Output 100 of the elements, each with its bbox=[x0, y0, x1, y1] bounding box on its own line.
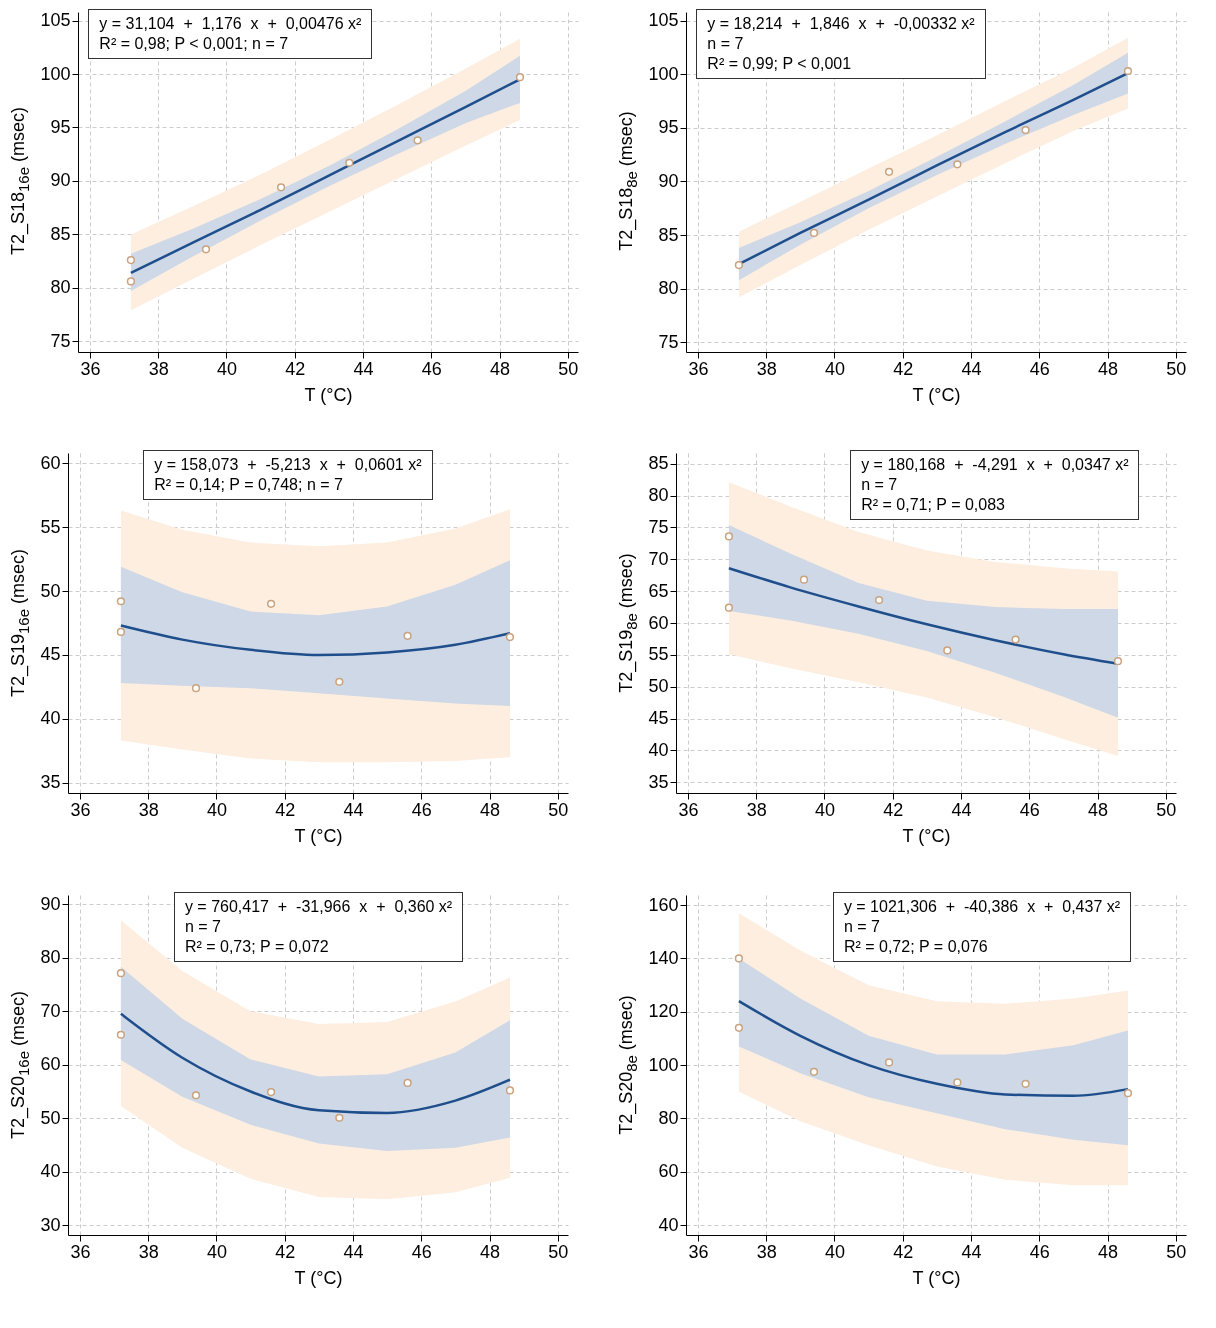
point bbox=[276, 183, 286, 192]
point bbox=[116, 1030, 126, 1039]
x-tick-label: 44 bbox=[951, 799, 972, 820]
point bbox=[116, 627, 126, 637]
point bbox=[116, 597, 126, 606]
x-tick-label: 38 bbox=[756, 358, 777, 379]
point bbox=[116, 969, 126, 978]
y-tick-label: 80 bbox=[658, 1107, 679, 1128]
point bbox=[335, 1113, 344, 1122]
point bbox=[884, 1058, 894, 1067]
y-tick-label: 40 bbox=[648, 739, 669, 760]
y-tick-label: 85 bbox=[648, 453, 669, 474]
x-tick-label: 50 bbox=[548, 1241, 569, 1262]
y-tick-label: 95 bbox=[658, 117, 679, 138]
y-tick-label: 40 bbox=[40, 708, 61, 729]
y-tick-label: 90 bbox=[658, 170, 679, 191]
y-tick-label: 160 bbox=[648, 894, 679, 915]
x-tick-label: 50 bbox=[548, 799, 569, 820]
y-tick-label: 45 bbox=[40, 644, 61, 665]
annotation: n = 7 bbox=[861, 475, 899, 495]
x-axis-title: T (°C) bbox=[912, 1267, 961, 1288]
point bbox=[266, 1087, 276, 1097]
x-tick-label: 50 bbox=[1156, 799, 1177, 820]
annotation: y = 760,417 + -31,966 x + 0,360 x² bbox=[184, 897, 453, 917]
x-tick-label: 42 bbox=[275, 799, 296, 820]
point bbox=[1021, 125, 1030, 135]
x-axis-title: T (°C) bbox=[294, 825, 343, 846]
point bbox=[515, 73, 525, 82]
equation-box: y = 180,168 + -4,291 x + 0,0347 x² n = 7 R² = 0,71; P = 0,083 bbox=[850, 450, 1140, 520]
point bbox=[884, 167, 894, 176]
x-tick-label: 42 bbox=[285, 358, 306, 379]
x-tick-label: 40 bbox=[206, 799, 227, 820]
point bbox=[505, 1086, 515, 1095]
point bbox=[953, 160, 962, 169]
x-tick-label: 50 bbox=[1166, 1241, 1187, 1262]
x-tick-label: 36 bbox=[688, 358, 709, 379]
y-tick-label: 75 bbox=[648, 516, 669, 537]
y-tick-label: 80 bbox=[658, 278, 679, 299]
y-tick-label: 100 bbox=[648, 1054, 679, 1075]
x-tick-label: 48 bbox=[489, 358, 511, 379]
point bbox=[874, 595, 884, 605]
point bbox=[734, 954, 744, 963]
x-tick-label: 46 bbox=[411, 799, 432, 820]
y-tick-label: 30 bbox=[40, 1214, 61, 1235]
x-axis-title: T (°C) bbox=[294, 1267, 343, 1288]
y-tick-label: 60 bbox=[40, 1054, 61, 1075]
annotation: R² = 0,71; P = 0,083 bbox=[861, 495, 1006, 515]
y-tick-label: 85 bbox=[50, 223, 71, 244]
x-tick-label: 42 bbox=[893, 358, 914, 379]
x-tick-label: 46 bbox=[1029, 358, 1050, 379]
x-tick-label: 50 bbox=[1166, 358, 1187, 379]
equation-box: y = 18,214 + 1,846 x + -0,00332 x² n = 7 R² = 0,99; P < 0,001 bbox=[696, 9, 986, 79]
y-tick-label: 35 bbox=[648, 771, 669, 792]
point bbox=[403, 1078, 412, 1088]
y-tick-label: 90 bbox=[50, 170, 71, 191]
point bbox=[191, 684, 201, 693]
y-tick-label: 60 bbox=[658, 1161, 679, 1182]
equation-box: y = 1021,306 + -40,386 x + 0,437 x² n = 7 R² = 0,72; P = 0,076 bbox=[832, 892, 1132, 962]
x-tick-label: 40 bbox=[206, 1241, 227, 1262]
x-tick-label: 44 bbox=[353, 358, 374, 379]
point bbox=[1123, 1089, 1133, 1098]
point bbox=[799, 575, 809, 584]
x-tick-label: 44 bbox=[961, 358, 982, 379]
y-tick-label: 75 bbox=[50, 330, 71, 351]
y-tick-label: 85 bbox=[658, 224, 679, 245]
point bbox=[724, 532, 734, 541]
x-tick-label: 38 bbox=[138, 1241, 159, 1262]
line-series bbox=[119, 1012, 512, 1115]
point bbox=[191, 1091, 201, 1100]
y-tick-label: 50 bbox=[648, 676, 669, 697]
point bbox=[126, 277, 136, 286]
annotation: n = 7 bbox=[184, 917, 222, 937]
point bbox=[734, 261, 744, 270]
y-tick-label: 95 bbox=[50, 116, 71, 137]
x-axis-title: T (°C) bbox=[912, 384, 961, 405]
x-tick-label: 46 bbox=[1019, 799, 1040, 820]
annotation: R² = 0,98; P < 0,001; n = 7 bbox=[99, 34, 290, 54]
equation-box: y = 158,073 + -5,213 x + 0,0601 x² R² = 0,14; P = 0,748; n = 7 bbox=[143, 450, 433, 500]
x-tick-label: 40 bbox=[216, 358, 237, 379]
equation-box: y = 760,417 + -31,966 x + 0,360 x² n = 7 R² = 0,73; P = 0,072 bbox=[173, 892, 464, 962]
x-tick-label: 40 bbox=[824, 1241, 845, 1262]
point bbox=[734, 1023, 744, 1032]
point bbox=[724, 603, 734, 612]
x-tick-label: 38 bbox=[756, 1241, 777, 1262]
y-tick-label: 55 bbox=[648, 644, 669, 665]
x-tick-label: 36 bbox=[688, 1241, 709, 1262]
x-tick-label: 48 bbox=[1097, 358, 1119, 379]
point bbox=[809, 1067, 819, 1076]
y-tick-label: 105 bbox=[648, 10, 679, 31]
x-axis-title: T (°C) bbox=[304, 384, 353, 405]
y-tick-label: 45 bbox=[648, 708, 669, 729]
point bbox=[201, 245, 211, 254]
point bbox=[1011, 635, 1020, 644]
y-tick-label: 60 bbox=[40, 452, 61, 473]
point bbox=[403, 631, 412, 640]
x-tick-label: 38 bbox=[746, 799, 767, 820]
y-tick-label: 50 bbox=[40, 1107, 61, 1128]
point bbox=[1123, 66, 1133, 76]
point bbox=[809, 228, 819, 238]
y-tick-label: 50 bbox=[40, 580, 61, 601]
